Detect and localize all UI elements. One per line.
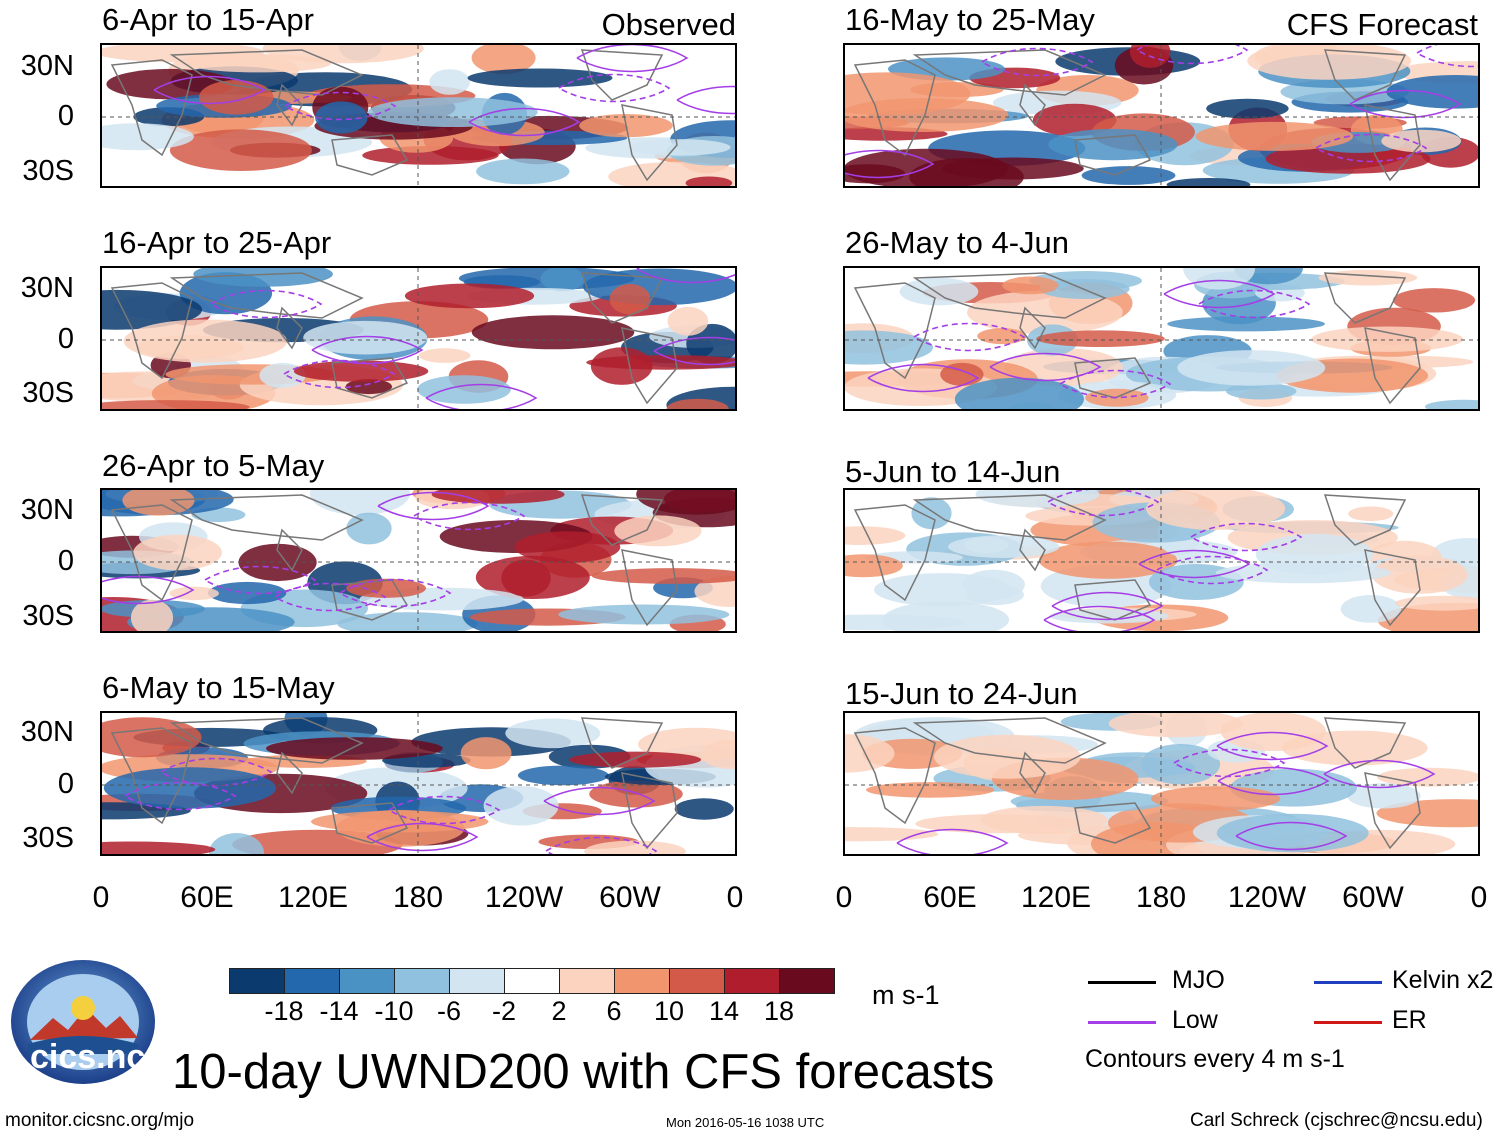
colorbar-tick-label: 10 (653, 996, 685, 1026)
cics-logo: cics.nc (8, 958, 158, 1086)
panel-title-obs-4: 6-May to 15-May (102, 670, 335, 705)
lon-label: 120E (277, 881, 349, 914)
forecast-label: CFS Forecast (1286, 7, 1478, 42)
footer-timestamp: Mon 2016-05-16 1038 UTC (666, 1115, 825, 1130)
colorbar-tick-label: -2 (491, 996, 516, 1026)
colorbar-swatch (559, 968, 615, 994)
colorbar-swatch (284, 968, 340, 994)
lat-label: 30N (20, 50, 74, 82)
lat-label: 0 (57, 323, 74, 355)
lat-label: 30S (22, 377, 74, 409)
lon-label: 180 (1135, 881, 1187, 914)
colorbar-swatch (339, 968, 395, 994)
colorbar-tick-label: -18 (264, 996, 304, 1026)
legend-low-label: Low (1172, 1006, 1218, 1034)
map-panel-fc-3 (843, 488, 1480, 633)
map-panel-obs-3 (100, 488, 737, 633)
footer-url[interactable]: monitor.cicsnc.org/mjo (5, 1110, 195, 1131)
panel-title-obs-2: 16-Apr to 25-Apr (102, 225, 332, 260)
lat-label: 30S (22, 600, 74, 632)
panel-title-fc-3: 5-Jun to 14-Jun (845, 454, 1061, 489)
lon-label: 120W (484, 881, 564, 914)
colorbar-swatch (449, 968, 505, 994)
map-panel-fc-2 (843, 266, 1480, 411)
colorbar-swatch (669, 968, 725, 994)
colorbar-tick-label: 2 (551, 996, 567, 1026)
legend-mjo-label: MJO (1172, 966, 1225, 994)
colorbar-tick-label: -6 (436, 996, 461, 1026)
lat-label: 30N (20, 716, 74, 748)
legend-note: Contours every 4 m s-1 (1085, 1045, 1345, 1073)
legend-er-label: ER (1392, 1006, 1427, 1034)
lon-label: 60W (1342, 881, 1404, 914)
legend-er-line (1314, 1021, 1382, 1024)
lat-label: 30S (22, 155, 74, 187)
colorbar-tick-label: 6 (606, 996, 622, 1026)
lat-label: 30S (22, 822, 74, 854)
lon-label: 0 (835, 881, 853, 914)
legend-kelvin-line (1314, 981, 1382, 984)
panel-title-fc-1: 16-May to 25-May (845, 2, 1095, 37)
map-panel-obs-4 (100, 711, 737, 856)
lat-label: 0 (57, 100, 74, 132)
legend-mjo-line (1088, 981, 1156, 984)
map-panel-obs-1 (100, 43, 737, 188)
panel-title-fc-2: 26-May to 4-Jun (845, 225, 1069, 260)
panel-title-fc-4: 15-Jun to 24-Jun (845, 676, 1078, 711)
colorbar-tick-label: 18 (763, 996, 795, 1026)
panel-title-obs-1: 6-Apr to 15-Apr (102, 2, 314, 37)
logo-text: cics.nc (30, 1038, 146, 1076)
panel-title-obs-3: 26-Apr to 5-May (102, 448, 325, 483)
lat-label: 0 (57, 768, 74, 800)
map-panel-fc-1 (843, 43, 1480, 188)
lon-label: 0 (1470, 881, 1488, 914)
map-panel-fc-4 (843, 711, 1480, 856)
colorbar-swatch (394, 968, 450, 994)
lat-label: 30N (20, 272, 74, 304)
legend-low-line (1088, 1021, 1156, 1024)
colorbar-tick-label: -10 (374, 996, 414, 1026)
legend-kelvin-label: Kelvin x2 (1392, 966, 1494, 994)
lat-label: 30N (20, 494, 74, 526)
lon-label: 60E (923, 881, 977, 914)
colorbar-unit: m s-1 (872, 980, 940, 1010)
lon-label: 0 (92, 881, 110, 914)
colorbar-swatch (504, 968, 560, 994)
colorbar-swatch (724, 968, 780, 994)
lon-label: 60E (180, 881, 234, 914)
observed-label: Observed (601, 7, 736, 42)
lon-label: 120E (1020, 881, 1092, 914)
colorbar-swatch (229, 968, 285, 994)
figure-title: 10-day UWND200 with CFS forecasts (172, 1045, 995, 1099)
lon-label: 0 (726, 881, 744, 914)
colorbar-tick-label: 14 (708, 996, 740, 1026)
colorbar-swatch (614, 968, 670, 994)
colorbar-swatch (779, 968, 835, 994)
colorbar-tick-label: -14 (319, 996, 359, 1026)
lat-label: 0 (57, 545, 74, 577)
lon-label: 180 (392, 881, 444, 914)
lon-label: 60W (599, 881, 661, 914)
lon-label: 120W (1227, 881, 1307, 914)
footer-credit: Carl Schreck (cjschrec@ncsu.edu) (1190, 1110, 1483, 1131)
map-panel-obs-2 (100, 266, 737, 411)
